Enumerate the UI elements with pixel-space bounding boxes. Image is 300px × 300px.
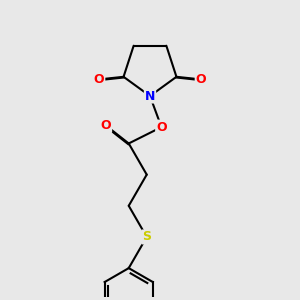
- Text: S: S: [142, 230, 151, 244]
- Text: N: N: [145, 89, 155, 103]
- Text: O: O: [196, 73, 206, 86]
- Text: O: O: [100, 119, 111, 132]
- Text: O: O: [94, 73, 104, 86]
- Text: O: O: [156, 121, 167, 134]
